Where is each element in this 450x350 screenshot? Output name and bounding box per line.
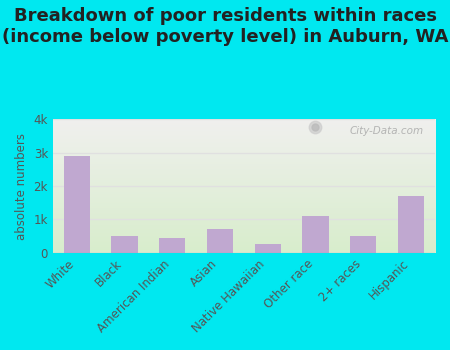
Bar bbox=[302, 216, 328, 253]
Bar bbox=[111, 236, 138, 253]
Text: City-Data.com: City-Data.com bbox=[349, 126, 423, 136]
Bar bbox=[398, 196, 424, 253]
Bar bbox=[350, 236, 377, 253]
Bar bbox=[207, 229, 233, 253]
Y-axis label: absolute numbers: absolute numbers bbox=[15, 133, 28, 239]
Bar bbox=[255, 244, 281, 253]
Text: Breakdown of poor residents within races
(income below poverty level) in Auburn,: Breakdown of poor residents within races… bbox=[2, 7, 448, 46]
Bar bbox=[63, 156, 90, 253]
Bar bbox=[159, 238, 185, 253]
